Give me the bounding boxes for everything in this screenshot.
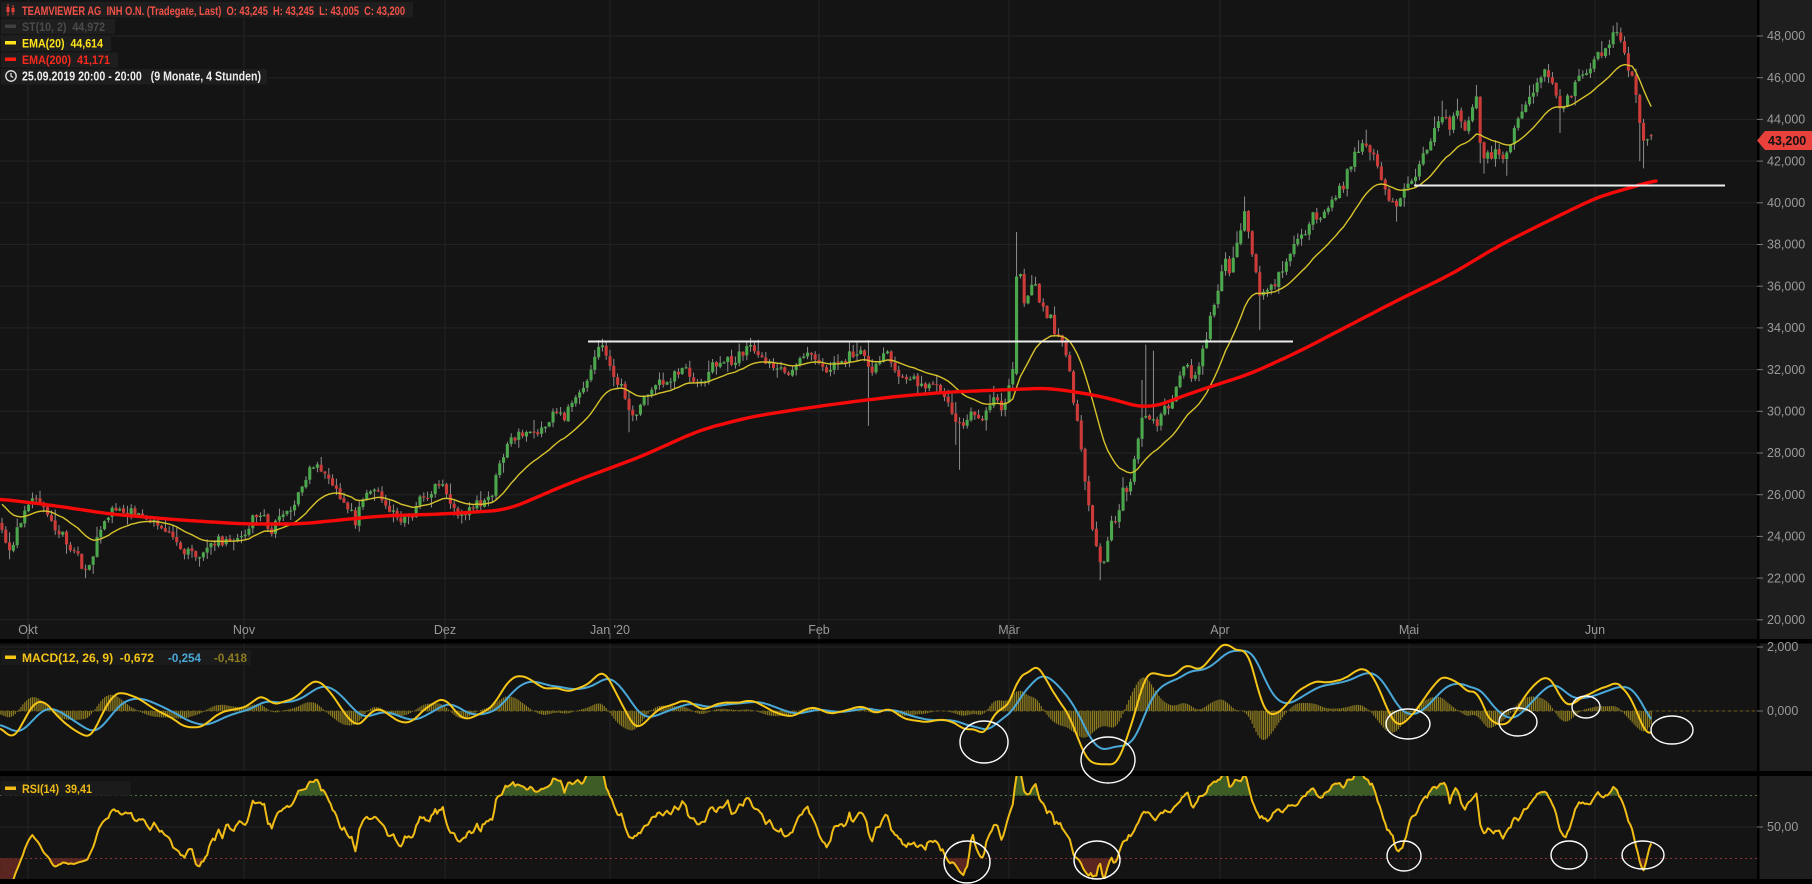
svg-text:MACD(12, 26, 9) -0,672: MACD(12, 26, 9) -0,672: [22, 651, 154, 665]
svg-text:32,000: 32,000: [1767, 363, 1805, 377]
svg-text:ST(10, 2) 44,972: ST(10, 2) 44,972: [22, 20, 105, 34]
svg-text:28,000: 28,000: [1767, 446, 1805, 460]
svg-text:46,000: 46,000: [1767, 71, 1805, 85]
svg-text:36,000: 36,000: [1767, 279, 1805, 293]
svg-text:25.09.2019 20:00 - 20:00 (9: 25.09.2019 20:00 - 20:00 (9 Monate, 4 St…: [22, 70, 261, 84]
svg-text:Jun: Jun: [1585, 623, 1605, 637]
svg-text:Mai: Mai: [1399, 623, 1419, 637]
svg-text:48,000: 48,000: [1767, 29, 1805, 43]
svg-text:Dez: Dez: [434, 623, 456, 637]
svg-text:Mär: Mär: [998, 623, 1020, 637]
svg-text:0,000: 0,000: [1767, 704, 1798, 718]
svg-text:40,000: 40,000: [1767, 196, 1805, 210]
svg-text:Feb: Feb: [808, 623, 830, 637]
svg-text:Apr: Apr: [1210, 623, 1229, 637]
svg-text:-0,254: -0,254: [168, 651, 201, 665]
svg-text:EMA(200) 41,171: EMA(200) 41,171: [22, 53, 110, 67]
svg-text:Nov: Nov: [233, 623, 256, 637]
svg-text:-0,418: -0,418: [214, 651, 247, 665]
svg-text:44,000: 44,000: [1767, 113, 1805, 127]
svg-text:RSI(14) 39,41: RSI(14) 39,41: [22, 782, 92, 796]
svg-text:26,000: 26,000: [1767, 488, 1805, 502]
svg-text:Okt: Okt: [18, 623, 38, 637]
svg-text:38,000: 38,000: [1767, 238, 1805, 252]
svg-text:2,000: 2,000: [1767, 640, 1798, 654]
svg-text:50,00: 50,00: [1767, 820, 1798, 834]
svg-text:TEAMVIEWER AG INH O.N. (Trade: TEAMVIEWER AG INH O.N. (Tradegate, Last)…: [22, 4, 405, 18]
svg-text:34,000: 34,000: [1767, 321, 1805, 335]
svg-text:Jan '20: Jan '20: [590, 623, 630, 637]
svg-text:20,000: 20,000: [1767, 613, 1805, 627]
svg-text:42,000: 42,000: [1767, 154, 1805, 168]
svg-text:22,000: 22,000: [1767, 571, 1805, 585]
svg-text:24,000: 24,000: [1767, 530, 1805, 544]
svg-text:43,200: 43,200: [1768, 134, 1806, 148]
svg-text:30,000: 30,000: [1767, 405, 1805, 419]
svg-text:EMA(20) 44,614: EMA(20) 44,614: [22, 37, 103, 51]
